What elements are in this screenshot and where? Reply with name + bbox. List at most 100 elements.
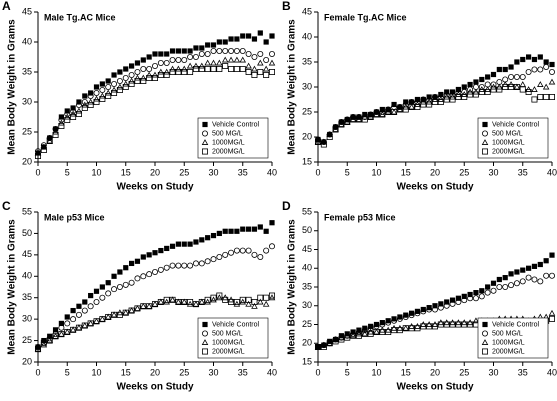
data-point (443, 321, 450, 328)
data-point (152, 250, 158, 256)
data-point (216, 294, 223, 301)
data-point (425, 321, 433, 327)
data-point (192, 66, 199, 73)
data-point (263, 294, 270, 301)
data-point (52, 126, 59, 133)
x-tick-label: 15 (121, 367, 131, 377)
data-point (93, 90, 100, 97)
data-point (198, 62, 206, 69)
data-point (373, 321, 380, 328)
data-point (537, 54, 543, 60)
data-point (69, 110, 77, 117)
data-point (175, 262, 182, 269)
data-point (426, 323, 433, 330)
legend-marker (201, 139, 209, 145)
data-point (338, 334, 345, 341)
data-point (257, 30, 263, 36)
data-point (519, 278, 526, 285)
y-tick-label: 25 (22, 335, 32, 345)
data-point (222, 228, 228, 234)
data-point (169, 243, 176, 249)
y-tick-label: 40 (302, 31, 312, 41)
x-tick-label: 40 (267, 367, 277, 377)
data-point (187, 69, 194, 76)
data-point (99, 92, 106, 99)
data-point (519, 86, 526, 93)
data-point (158, 51, 164, 57)
legend-marker (481, 348, 488, 355)
data-point (268, 59, 276, 66)
data-point (41, 337, 47, 344)
y-tick-label: 55 (22, 206, 32, 216)
data-point (543, 272, 550, 279)
data-point (467, 295, 474, 302)
legend-label: 2000MG/L (492, 148, 525, 155)
data-point (367, 113, 374, 120)
data-point (361, 330, 369, 337)
data-point (257, 298, 264, 305)
data-point (514, 269, 520, 275)
data-point (58, 320, 64, 327)
data-point (175, 241, 181, 247)
data-point (349, 116, 357, 122)
data-point (472, 317, 480, 324)
panel-letter: B (282, 0, 291, 13)
data-point (502, 84, 509, 91)
data-point (81, 105, 88, 112)
data-point (134, 305, 141, 311)
data-point (169, 296, 176, 303)
data-point (234, 36, 240, 42)
data-point (473, 79, 479, 85)
x-tick-label: 20 (150, 167, 160, 177)
data-point (449, 297, 456, 303)
legend-box (477, 117, 549, 159)
data-point (373, 328, 380, 335)
data-point (455, 321, 462, 328)
data-point (379, 326, 386, 333)
data-point (70, 307, 76, 314)
data-point (52, 131, 59, 138)
data-point (408, 103, 415, 110)
data-point (180, 65, 188, 72)
data-point (35, 152, 42, 159)
data-point (146, 75, 153, 82)
data-point (52, 327, 59, 333)
legend-label: Vehicle Control (212, 121, 260, 128)
data-point (519, 81, 527, 87)
x-tick-label: 30 (488, 167, 498, 177)
data-point (52, 333, 59, 340)
data-point (134, 74, 141, 81)
legend-label: 1000MG/L (212, 139, 245, 146)
data-point (175, 65, 182, 72)
data-point (64, 108, 70, 114)
data-point (99, 316, 106, 323)
x-tick-label: 0 (35, 167, 40, 177)
data-point (496, 283, 503, 290)
data-point (402, 313, 409, 320)
data-point (105, 290, 112, 297)
y-axis-title: Mean Body Weight in Grams (287, 219, 298, 355)
data-point (402, 106, 409, 113)
data-point (58, 117, 65, 124)
data-point (344, 119, 351, 126)
data-point (192, 300, 200, 307)
data-point (110, 86, 118, 93)
data-point (526, 54, 532, 60)
y-tick-label: 45 (302, 6, 312, 16)
data-point (81, 101, 89, 108)
legend-label: 1000MG/L (492, 139, 525, 146)
data-point (151, 71, 159, 78)
legend-label: 1000MG/L (492, 339, 525, 346)
legend-marker (481, 330, 488, 337)
data-point (146, 66, 153, 73)
panel-letter: A (2, 0, 11, 13)
data-point (461, 297, 468, 304)
x-axis-title: Weeks on Study (396, 182, 473, 193)
x-tick-label: 10 (91, 167, 101, 177)
y-tick-label: 30 (22, 314, 32, 324)
data-point (134, 258, 141, 264)
data-point (343, 332, 351, 339)
data-point (104, 313, 112, 320)
legend-marker (201, 348, 208, 355)
